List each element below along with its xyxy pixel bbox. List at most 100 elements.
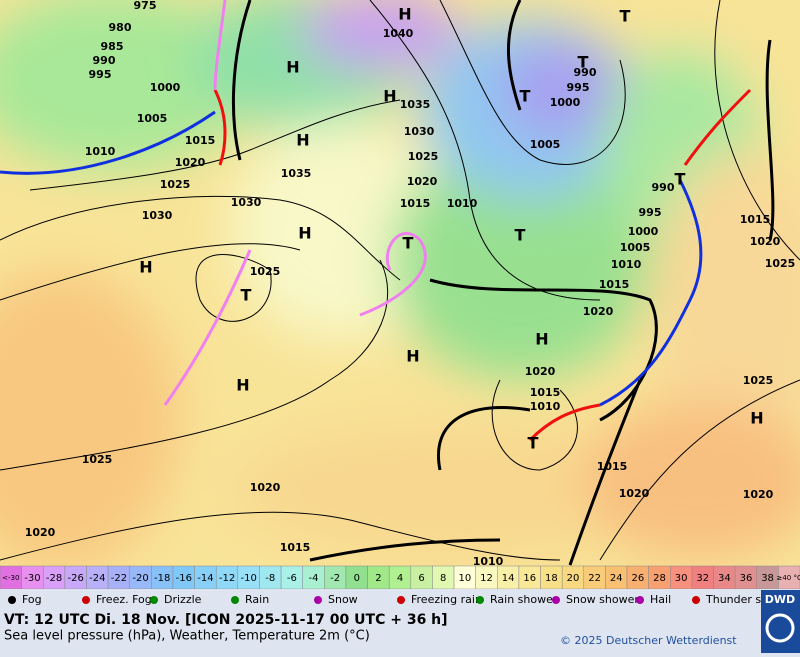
weather-label: Freez. Fog [96,593,152,606]
isobar-label: 1035 [400,98,431,111]
scale-label: -22 [111,573,127,584]
scale-label: 6 [418,573,424,584]
weather-label: Freezing rain [411,593,482,606]
isobar-label: 975 [134,0,157,12]
isobar-label: 1020 [250,481,281,494]
isobar-label: 1025 [743,374,774,387]
weather-icon [476,596,484,604]
pressure-center: H [750,409,763,428]
weather-icon [552,596,560,604]
troughs [231,0,775,566]
scale-label: 8 [440,573,446,584]
isobar [0,511,561,561]
isobar-label: 995 [89,68,112,81]
occluded-front [163,249,252,406]
scale-label: -4 [309,573,319,584]
scale-label: -24 [89,573,105,584]
isobar-label: 1020 [407,175,438,188]
logo-text: DWD [765,593,795,606]
isobar-label: 1020 [743,488,774,501]
weather-icon [636,596,644,604]
isobar-label: 1020 [175,156,206,169]
isobar-label: 1010 [611,258,642,271]
trough-line [309,538,501,562]
weather-icon [8,596,16,604]
isobar [0,195,401,281]
warm-front [528,403,601,442]
isobar-label: 1005 [137,112,168,125]
scale-label: 0 [354,573,360,584]
isobar-label: 1000 [150,81,181,94]
scale-label: 24 [610,573,623,584]
isobar-label: 1010 [85,145,116,158]
scale-label: -10 [240,573,256,584]
isobar-label: 1015 [597,460,628,473]
cold-front [0,110,216,175]
scale-label: 20 [567,573,580,584]
pressure-center: H [236,376,249,395]
weather-legend: Fog Freez. Fog Drizzle Rain Snow Freezing rai… [8,593,787,606]
isobar-label: 1020 [25,526,56,539]
trough-line [507,0,522,111]
isobar-label: 1000 [550,96,581,109]
weather-icon [397,596,405,604]
scale-label: -18 [154,573,170,584]
isobar-label: 1005 [620,241,651,254]
weather-label: Drizzle [164,593,202,606]
occluded-front [359,232,427,317]
weather-icon [314,596,322,604]
isobar-label: 1010 [530,400,561,413]
isobar [439,0,626,165]
scale-label: 16 [523,573,536,584]
temperature-legend: <-30 -30 -28 -26 -24 -22 -20 -18 -16 -14 -12 -10 -8-… [0,565,800,590]
scale-label: 34 [718,573,731,584]
warm-front [683,88,752,166]
pressure-center: T [515,226,526,245]
trough-line [231,0,252,161]
scale-label: 36 [740,573,753,584]
isobars [0,0,800,561]
weather-label: Fog [22,593,42,606]
pressure-center: T [675,170,686,189]
isobar [491,379,578,471]
scale-label: 38 [761,573,774,584]
pressure-center: H [535,330,548,349]
pressure-center: T [620,7,631,26]
isobar [0,243,301,301]
weather-icon [692,596,700,604]
isobar-label: 990 [574,66,597,79]
scale-label: ≥40 °C [776,574,800,582]
weather-icon [82,596,90,604]
isobar-label: 1005 [530,138,561,151]
isobar-label: 1020 [525,365,556,378]
isobar [29,99,401,191]
cold-front [599,179,703,407]
isobar-label: 1015 [185,134,216,147]
isobar [369,0,601,301]
scale-label: 28 [653,573,666,584]
isobar-label: 1010 [473,555,504,568]
isobar-label: 995 [567,81,590,94]
pressure-center: T [241,286,252,305]
isobar-label: 985 [101,40,124,53]
isobar-label: 1035 [281,167,312,180]
map-labels: 9759809859909951000100510101015102010251… [25,0,796,568]
scale-label: 32 [696,573,709,584]
isobar-label: 1010 [447,197,478,210]
pressure-center: H [383,87,396,106]
isobar-label: 1030 [404,125,435,138]
scale-label: -2 [330,573,340,584]
isobar-label: 1000 [628,225,659,238]
fronts [0,0,752,442]
temperature-field [0,0,800,570]
isobar-label: 995 [639,206,662,219]
warm-front [213,89,227,166]
trough-line [437,406,531,471]
weather-label: Rain [245,593,269,606]
isobar-label: 990 [93,54,116,67]
isobar-label: 1015 [400,197,431,210]
isobar [195,254,272,322]
weather-icon [231,596,239,604]
